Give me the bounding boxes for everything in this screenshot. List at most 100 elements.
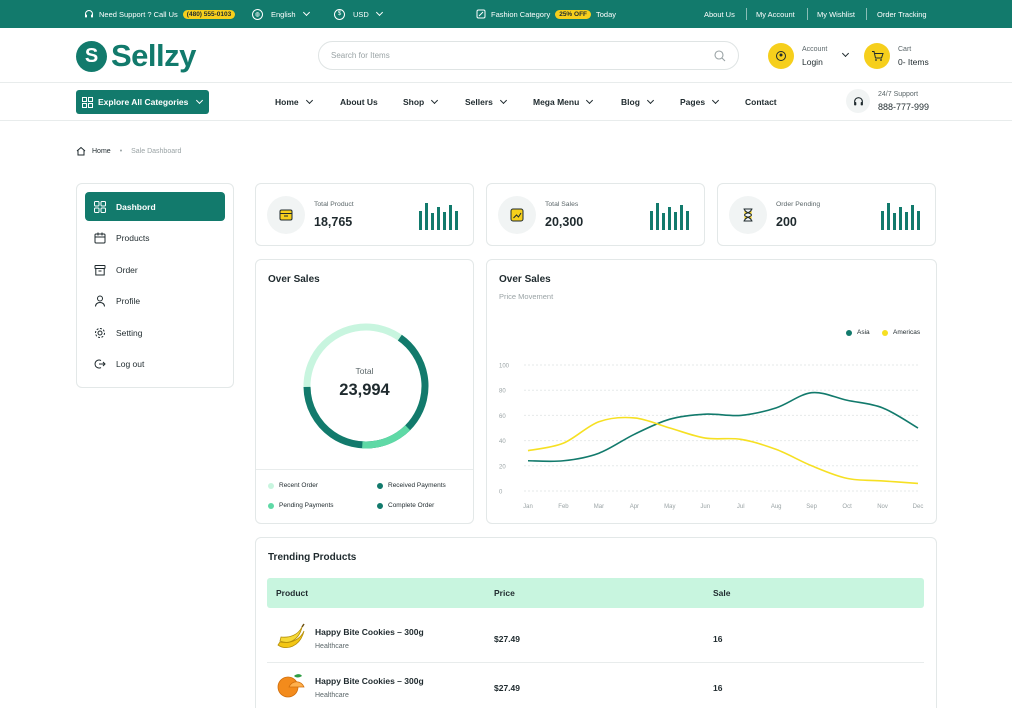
account-menu[interactable]: Account Login	[802, 44, 827, 68]
mini-bar-chart	[650, 203, 689, 230]
data-point	[526, 459, 530, 463]
sidebar-item-label: Log out	[116, 359, 145, 370]
cart-icon[interactable]	[864, 43, 890, 69]
stat-label: Total Product	[314, 201, 354, 208]
chevron-down-icon	[646, 96, 654, 105]
nav-about-label: About Us	[340, 97, 378, 107]
sidebar-item-dashboard[interactable]: Dashbord	[85, 192, 225, 221]
top-link-wishlist[interactable]: My Wishlist	[817, 9, 855, 19]
box-icon	[94, 264, 106, 276]
currency-selector[interactable]: $ USD	[334, 0, 383, 28]
table-header: Product Price Sale	[267, 578, 924, 608]
legend-label: Pending Payments	[279, 502, 334, 509]
stat-value: 20,300	[545, 215, 584, 229]
phone-badge[interactable]: (480) 555-0103	[182, 9, 236, 19]
sidebar-item-profile[interactable]: Profile	[85, 287, 225, 316]
x-tick-label: May	[664, 504, 675, 510]
chevron-down-icon	[196, 96, 204, 105]
data-point	[668, 417, 672, 421]
logo-text: Sellzy	[111, 38, 196, 73]
legend-received-payments: Received Payments	[377, 482, 446, 489]
sidebar-item-setting[interactable]: Setting	[85, 318, 225, 347]
chevron-down-icon[interactable]	[841, 49, 850, 58]
nav-blog[interactable]: Blog	[621, 83, 654, 121]
legend-dot	[377, 482, 383, 489]
data-point	[526, 448, 530, 452]
chevron-down-icon	[586, 96, 594, 105]
x-tick-label: Nov	[877, 504, 888, 510]
support-contact[interactable]: 24/7 Support 888-777-999	[846, 89, 929, 113]
chart-icon	[498, 196, 536, 234]
data-point	[561, 459, 565, 463]
top-link-tracking[interactable]: Order Tracking	[877, 9, 927, 19]
data-point	[916, 426, 920, 430]
search-input[interactable]	[331, 51, 714, 60]
data-point	[703, 436, 707, 440]
nav-about[interactable]: About Us	[340, 83, 378, 121]
data-point	[774, 406, 778, 410]
nav-mega-menu[interactable]: Mega Menu	[533, 83, 594, 121]
home-icon[interactable]	[76, 146, 86, 156]
product-category: Healthcare	[315, 643, 349, 650]
sidebar-item-logout[interactable]: Log out	[85, 350, 225, 379]
nav-contact[interactable]: Contact	[745, 83, 777, 121]
product-category: Healthcare	[315, 692, 349, 699]
data-point	[916, 481, 920, 485]
calendar-icon	[94, 232, 106, 244]
data-point	[774, 447, 778, 451]
legend-dot	[846, 329, 852, 336]
product-sale: 16	[713, 633, 723, 644]
top-link-about[interactable]: About Us	[704, 9, 735, 19]
legend-complete-order: Complete Order	[377, 502, 434, 509]
fashion-label: Fashion Category	[491, 9, 551, 19]
mini-bar-chart	[881, 203, 920, 230]
legend-dot	[268, 502, 274, 509]
cart-menu[interactable]: Cart 0- Items	[898, 44, 929, 68]
grid-icon	[94, 200, 106, 213]
x-tick-label: Apr	[630, 504, 639, 510]
stat-card-total-sales: Total Sales 20,300	[486, 183, 705, 246]
nav-pages[interactable]: Pages	[680, 83, 720, 121]
sidebar-item-label: Dashbord	[116, 201, 156, 212]
data-point	[703, 412, 707, 416]
top-link-account[interactable]: My Account	[756, 9, 795, 19]
nav-home[interactable]: Home	[275, 83, 313, 121]
data-point	[739, 413, 743, 417]
language-selector[interactable]: ◍ English	[252, 0, 310, 28]
account-icon[interactable]	[768, 43, 794, 69]
sidebar-item-order[interactable]: Order	[85, 255, 225, 284]
panel-title: Over Sales	[268, 274, 320, 285]
nav-shop[interactable]: Shop	[403, 83, 439, 121]
sidebar-item-products[interactable]: Products	[85, 224, 225, 253]
explore-categories-button[interactable]: Explore All Categories	[76, 90, 209, 114]
currency-value: USD	[353, 9, 369, 19]
donut-segment-received	[303, 323, 429, 449]
breadcrumb: Home • Sale Dashboard	[76, 146, 181, 156]
headset-icon	[85, 10, 93, 18]
nav-sellers[interactable]: Sellers	[465, 83, 507, 121]
legend-dot	[882, 329, 888, 336]
product-name[interactable]: Happy Bite Cookies – 300g	[315, 676, 424, 686]
logout-icon	[94, 359, 106, 369]
table-row[interactable]: Happy Bite Cookies – 300g Healthcare $27…	[267, 663, 924, 708]
headset-icon	[846, 89, 870, 113]
divider	[256, 469, 473, 470]
search-icon[interactable]	[714, 49, 726, 62]
grid-icon	[82, 96, 93, 108]
data-point	[668, 426, 672, 430]
chevron-down-icon	[431, 96, 439, 105]
support-phone: 888-777-999	[878, 102, 930, 112]
breadcrumb-home[interactable]: Home	[92, 147, 111, 155]
donut-center-value: 23,994	[339, 381, 390, 399]
data-point	[880, 406, 884, 410]
fashion-promo[interactable]: Fashion Category 25% OFF Today	[476, 0, 616, 28]
product-price: $27.49	[494, 682, 520, 693]
stat-value: 18,765	[314, 215, 353, 229]
stat-label: Total Sales	[545, 201, 579, 208]
table-row[interactable]: Happy Bite Cookies – 300g Healthcare $27…	[267, 614, 924, 663]
chart-subtitle: Price Movement	[499, 292, 554, 301]
legend-label: Americas	[893, 329, 921, 336]
logo[interactable]: S Sellzy	[76, 38, 196, 74]
data-point	[845, 476, 849, 480]
product-name[interactable]: Happy Bite Cookies – 300g	[315, 627, 424, 637]
